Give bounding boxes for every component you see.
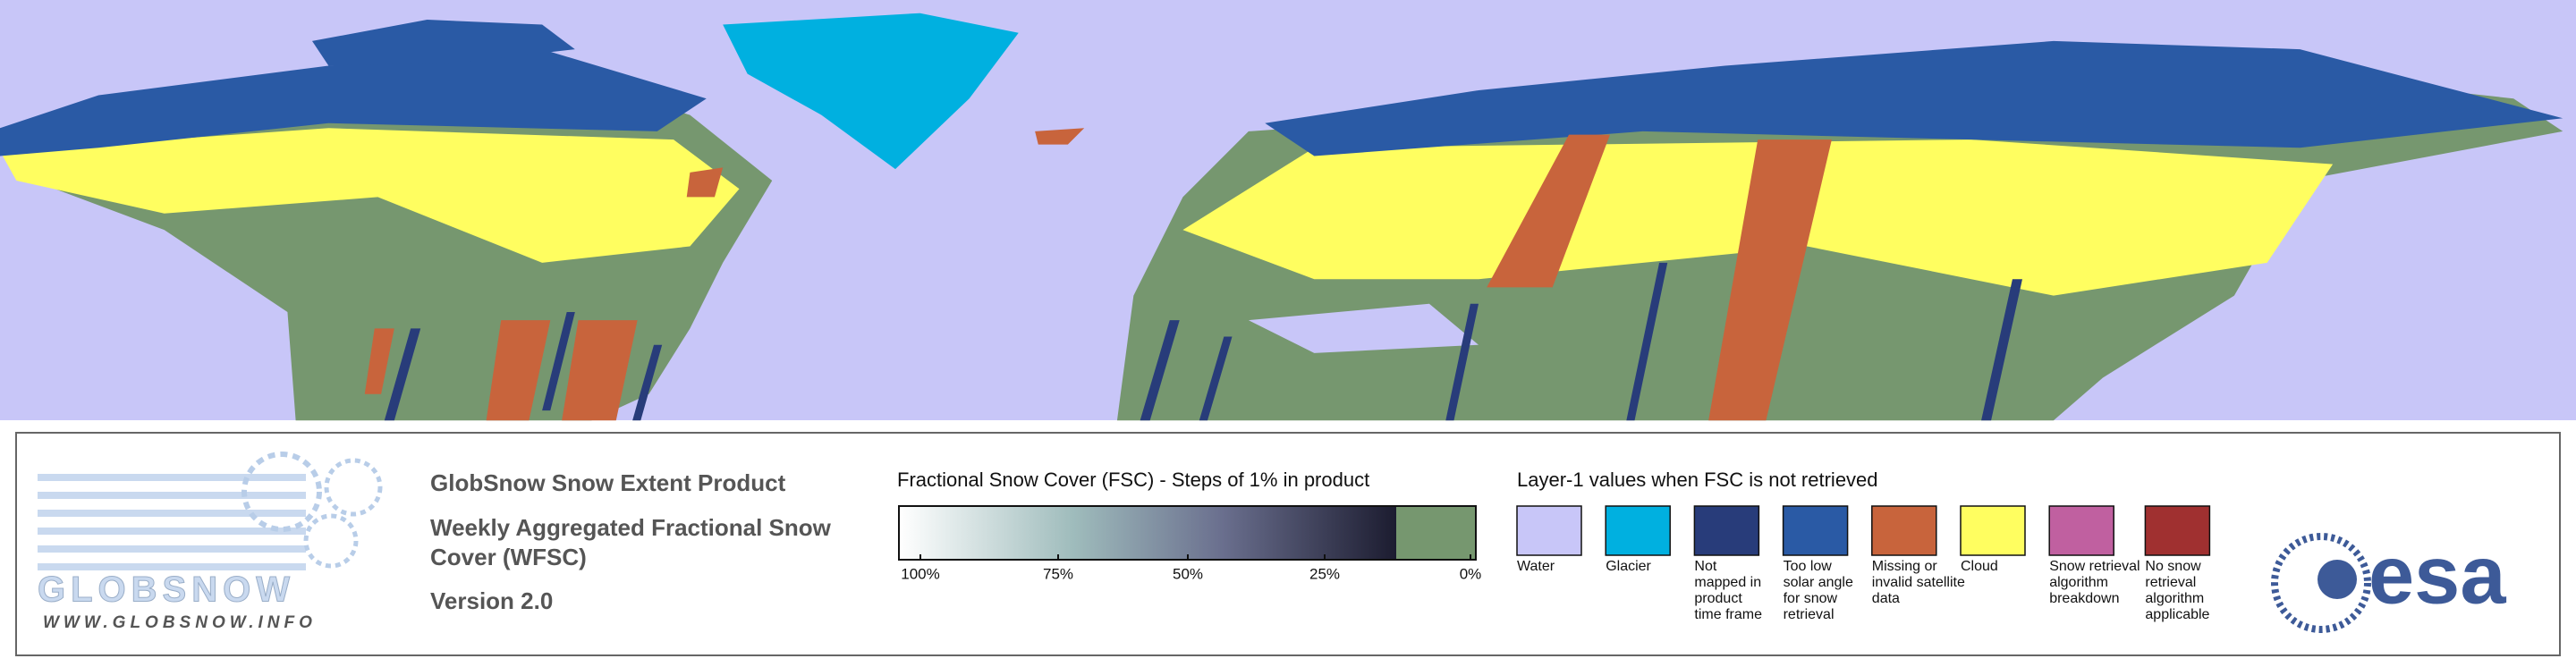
unmapped-strip: [1445, 303, 1479, 421]
missing-patch: [686, 167, 724, 198]
unmapped-strip: [632, 344, 663, 421]
logo-name: GLOBSNOW: [38, 570, 295, 610]
mediterranean: [1248, 303, 1479, 353]
esa-logo: esa: [2271, 529, 2506, 633]
category-label: Not: [1694, 559, 1716, 574]
fsc-tick-label: 50%: [1173, 565, 1203, 582]
category-label: Glacier: [1606, 559, 1651, 574]
category-label: Missing or: [1872, 559, 1938, 574]
category-label: applicable: [2145, 607, 2209, 622]
layer1-title: Layer-1 values when FSC is not retrieved: [1517, 469, 1878, 491]
logo-stripe: [38, 545, 306, 553]
product-subtitle: Cover (WFSC): [430, 544, 587, 570]
category-swatch: [1693, 505, 1760, 556]
category-label: algorithm: [2049, 575, 2108, 590]
category-label: breakdown: [2049, 591, 2119, 606]
category-label: algorithm: [2145, 591, 2204, 606]
missing-strip: [1708, 139, 1832, 421]
landmasses: [0, 13, 2563, 421]
logo-stripe: [38, 528, 306, 535]
unmapped-strip: [1199, 336, 1233, 421]
category-label: time frame: [1694, 607, 1762, 622]
logo-stripe: [38, 510, 306, 517]
unmapped-strip: [384, 328, 421, 421]
cloud-area: [0, 128, 740, 263]
fsc-tick-label: 25%: [1309, 565, 1340, 582]
category-label: product: [1694, 591, 1742, 606]
product-title: GlobSnow Snow Extent Product: [430, 469, 786, 496]
category-swatch: [1871, 505, 1937, 556]
category-label: retrieval: [2145, 575, 2196, 590]
logo-url: WWW.GLOBSNOW.INFO: [43, 613, 317, 632]
fsc-tick-label: 0%: [1460, 565, 1482, 582]
category-label: for snow: [1784, 591, 1838, 606]
logo-stripe: [38, 563, 306, 570]
low-sun-area: [0, 49, 707, 156]
category-swatch: [1782, 505, 1849, 556]
logo-stripe: [38, 474, 306, 481]
category-label: solar angle: [1784, 575, 1853, 590]
category-swatch: [1960, 505, 2026, 556]
category-label: retrieval: [1784, 607, 1835, 622]
category-label: Snow retrieval: [2049, 559, 2140, 574]
missing-strip: [562, 320, 638, 421]
unmapped-strip: [1626, 262, 1668, 421]
map: [0, 0, 2576, 421]
esa-emblem-core: [2318, 560, 2357, 599]
logo-stripe: [38, 492, 306, 499]
unmapped-strip: [542, 311, 575, 411]
category-swatch: [2048, 505, 2114, 556]
category-label: invalid satellite: [1872, 575, 1965, 590]
unmapped-strip: [1981, 279, 2022, 421]
product-version: Version 2.0: [430, 587, 553, 614]
category-swatch: [2144, 505, 2211, 556]
fsc-colorbar: [899, 506, 1396, 560]
globsnow-logo: GLOBSNOW WWW.GLOBSNOW.INFO: [38, 452, 383, 632]
unmapped-strip: [1140, 320, 1180, 421]
missing-strip: [364, 328, 394, 394]
category-label: Too low: [1784, 559, 1833, 574]
category-label: Water: [1517, 559, 1555, 574]
category-label: No snow: [2145, 559, 2201, 574]
fsc-tick-label: 100%: [901, 565, 939, 582]
category-label: data: [1872, 591, 1900, 606]
fsc-no-snow: [1396, 506, 1476, 560]
missing-patch: [1035, 128, 1085, 145]
missing-strip: [486, 320, 551, 421]
fsc-title: Fractional Snow Cover (FSC) - Steps of 1…: [897, 469, 1369, 491]
greenland: [723, 13, 1019, 170]
low-sun-area: [1265, 40, 2563, 156]
category-label: mapped in: [1694, 575, 1761, 590]
snowflake: [324, 458, 383, 517]
category-label: Cloud: [1961, 559, 1998, 574]
fsc-tick-label: 75%: [1043, 565, 1073, 582]
esa-emblem: [2271, 533, 2371, 633]
arctic-islands: [311, 20, 575, 66]
category-swatch: [1516, 505, 1582, 556]
missing-strip: [1487, 134, 1610, 288]
snowflake: [303, 513, 359, 569]
snowflake: [242, 452, 322, 532]
product-subtitle: Weekly Aggregated Fractional Snow: [430, 514, 832, 541]
category-swatch: [1605, 505, 1671, 556]
esa-wordmark: esa: [2368, 529, 2506, 621]
